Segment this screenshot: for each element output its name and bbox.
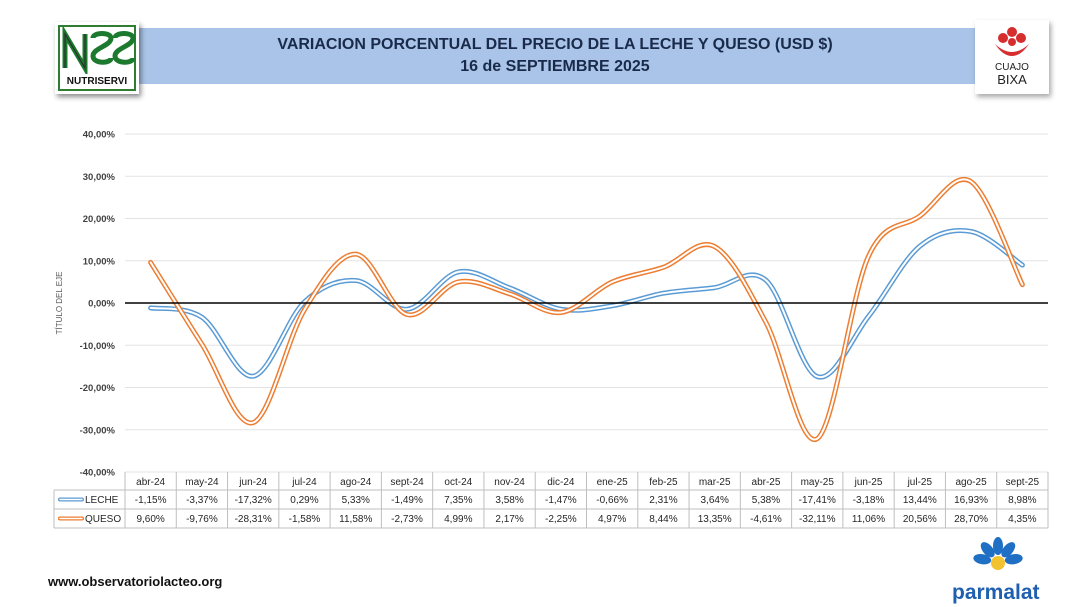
x-category-label: mar-25	[699, 477, 731, 488]
series-line-leche-inner	[149, 229, 1024, 378]
y-tick-label: -30,00%	[80, 425, 116, 436]
data-label-queso: 11,58%	[339, 514, 372, 525]
x-category-label: oct-24	[444, 477, 472, 488]
cuajo-logo-text: CUAJO	[995, 62, 1029, 73]
x-category-label: abr-24	[136, 477, 165, 488]
data-label-leche: 7,35%	[444, 495, 472, 506]
data-label-leche: -17,41%	[799, 495, 836, 506]
data-label-leche: -1,49%	[391, 495, 423, 506]
data-label-queso: 13,35%	[698, 514, 732, 525]
data-label-leche: 8,98%	[1008, 495, 1036, 506]
data-label-leche: 5,33%	[342, 495, 370, 506]
y-tick-label: 20,00%	[83, 214, 116, 225]
data-label-queso: 9,60%	[136, 514, 164, 525]
chart-subtitle: 16 de SEPTIEMBRE 2025	[460, 58, 650, 75]
x-category-label: sept-25	[1006, 477, 1040, 488]
y-tick-label: 0,00%	[88, 299, 115, 310]
y-tick-label: 30,00%	[83, 172, 116, 183]
y-tick-label: -20,00%	[80, 383, 116, 394]
data-label-leche: 13,44%	[903, 495, 937, 506]
x-category-label: jun-25	[854, 477, 883, 488]
y-axis-title: TÍTULO DEL EJE	[55, 272, 64, 335]
x-category-label: may-24	[185, 477, 219, 488]
data-label-leche: -1,15%	[135, 495, 167, 506]
data-label-queso: 28,70%	[954, 514, 988, 525]
data-label-queso: -1,58%	[289, 514, 321, 525]
x-category-label: jul-25	[907, 477, 933, 488]
x-category-label: ago-25	[956, 477, 988, 488]
x-category-label: jun-24	[238, 477, 267, 488]
parmalat-logo: parmalat	[948, 536, 1058, 604]
parmalat-logo-text: parmalat	[952, 581, 1040, 604]
data-label-queso: -2,73%	[391, 514, 423, 525]
data-label-leche: -3,37%	[186, 495, 218, 506]
y-tick-label: -40,00%	[80, 468, 116, 479]
data-label-queso: -32,11%	[799, 514, 836, 525]
data-label-queso: 20,56%	[903, 514, 937, 525]
cuajo-bixa-logo: CUAJO BIXA	[975, 20, 1049, 94]
data-table: abr-24 may-24 jun-24 jul-24 ago-24 sept-24 oct…	[53, 472, 1049, 529]
data-label-queso: 2,17%	[495, 514, 523, 525]
nutriservi-logo: NUTRISERVI	[55, 22, 139, 94]
data-label-queso: 11,06%	[852, 514, 885, 525]
data-label-leche: -3,18%	[853, 495, 885, 506]
data-label-queso: 4,99%	[444, 514, 472, 525]
data-label-leche: 3,64%	[701, 495, 729, 506]
data-label-queso: 4,35%	[1008, 514, 1036, 525]
title-banner: VARIACION PORCENTUAL DEL PRECIO DE LA LE…	[135, 28, 975, 84]
footer-website: www.observatoriolacteo.org	[48, 574, 223, 589]
data-label-leche: 0,29%	[290, 495, 318, 506]
x-category-label: feb-25	[649, 477, 678, 488]
data-label-leche: 16,93%	[954, 495, 988, 506]
x-category-label: may-25	[801, 477, 835, 488]
legend-label-queso: QUESO	[85, 514, 121, 525]
x-category-label: abr-25	[752, 477, 781, 488]
x-category-label: nov-24	[494, 477, 525, 488]
data-label-queso: -2,25%	[545, 514, 577, 525]
data-label-leche: 3,58%	[495, 495, 523, 506]
y-tick-label: -10,00%	[80, 341, 116, 352]
data-label-queso: 8,44%	[649, 514, 677, 525]
x-category-label: sept-24	[390, 477, 424, 488]
legend-label-leche: LECHE	[85, 495, 119, 506]
data-label-queso: 4,97%	[598, 514, 626, 525]
data-label-queso: -28,31%	[235, 514, 272, 525]
data-label-queso: -4,61%	[750, 514, 782, 525]
data-label-queso: -9,76%	[186, 514, 218, 525]
chart-title: VARIACION PORCENTUAL DEL PRECIO DE LA LE…	[277, 36, 833, 53]
data-label-leche: -17,32%	[235, 495, 272, 506]
data-label-leche: 2,31%	[649, 495, 677, 506]
data-label-leche: 5,38%	[752, 495, 780, 506]
x-category-label: dic-24	[547, 477, 575, 488]
x-category-label: ago-24	[340, 477, 372, 488]
x-category-label: jul-24	[291, 477, 317, 488]
y-tick-label: 10,00%	[83, 256, 116, 267]
y-tick-label: 40,00%	[83, 130, 116, 141]
data-label-leche: -1,47%	[545, 495, 577, 506]
x-category-label: ene-25	[597, 477, 629, 488]
bixa-logo-text: BIXA	[997, 72, 1027, 87]
data-label-leche: -0,66%	[596, 495, 628, 506]
series-lines	[148, 176, 1025, 442]
y-axis: 40,00% 30,00% 20,00% 10,00% 0,00% -10,00% -20,…	[80, 130, 116, 479]
series-line-queso-inner	[149, 178, 1024, 441]
nutriservi-logo-text: NUTRISERVI	[67, 76, 128, 87]
